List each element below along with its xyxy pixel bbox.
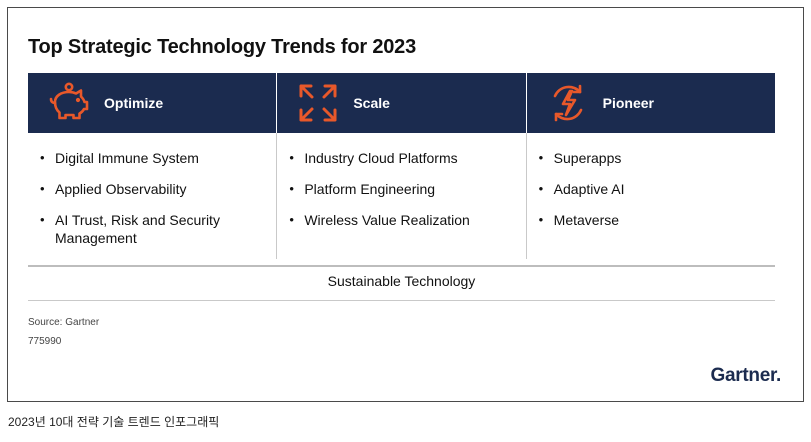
column-pioneer: Superapps Adaptive AI Metaverse [525,133,775,259]
document-id: 775990 [28,336,62,347]
list-item: Wireless Value Realization [289,211,525,229]
trend-columns: Digital Immune System Applied Observabil… [28,133,775,259]
header-label-pioneer: Pioneer [602,95,655,111]
category-header-bar: Optimize Scale [28,73,775,133]
figure-caption: 2023년 10대 전략 기술 트렌드 인포그래픽 [8,415,220,429]
piggy-bank-icon [48,82,90,124]
trend-list: Superapps Adaptive AI Metaverse [539,149,775,229]
list-item: Adaptive AI [539,180,775,198]
trend-list: Industry Cloud Platforms Platform Engine… [289,149,525,229]
divider [28,265,775,267]
source-note: Source: Gartner [28,317,100,328]
gartner-logo: Gartner. [710,365,782,386]
infographic-card: Top Strategic Technology Trends for 2023… [7,7,804,402]
lightning-cycle-icon [547,82,589,124]
header-pioneer: Pioneer [525,73,775,133]
header-label-scale: Scale [353,95,390,111]
sustainable-technology-label: Sustainable Technology [327,273,476,289]
list-item: Industry Cloud Platforms [289,149,525,167]
expand-arrows-icon [297,82,339,124]
list-item: Superapps [539,149,775,167]
trend-list: Digital Immune System Applied Observabil… [40,149,276,247]
list-item: Metaverse [539,211,775,229]
header-scale: Scale [276,73,525,133]
list-item: Digital Immune System [40,149,276,167]
column-scale: Industry Cloud Platforms Platform Engine… [276,133,525,259]
list-item: Applied Observability [40,180,276,198]
list-item: AI Trust, Risk and Security Management [40,211,240,247]
list-item: Platform Engineering [289,180,525,198]
divider [28,300,775,301]
infographic-title: Top Strategic Technology Trends for 2023 [28,36,417,58]
column-optimize: Digital Immune System Applied Observabil… [28,133,276,259]
header-optimize: Optimize [28,73,276,133]
header-label-optimize: Optimize [104,95,164,111]
